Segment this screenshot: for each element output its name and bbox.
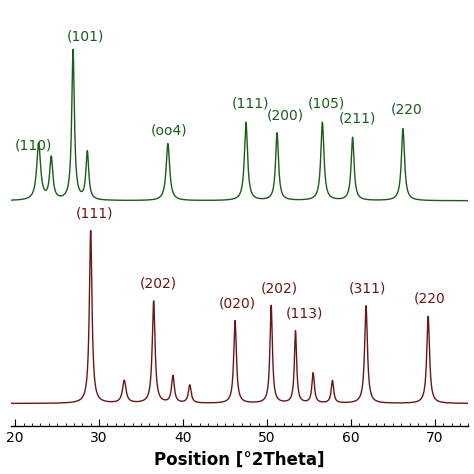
Text: (211): (211) [338, 112, 376, 126]
Text: (110): (110) [15, 139, 53, 153]
Text: (105): (105) [307, 97, 345, 110]
Text: (113): (113) [285, 307, 323, 321]
Text: (111): (111) [232, 97, 269, 110]
Text: (oo4): (oo4) [151, 124, 188, 138]
Text: (111): (111) [75, 206, 113, 220]
Text: (220: (220 [414, 292, 446, 306]
Text: (220: (220 [391, 103, 423, 117]
Text: (200): (200) [267, 109, 304, 123]
Text: (202): (202) [260, 282, 297, 295]
Text: (202): (202) [139, 277, 176, 291]
Text: (311): (311) [349, 282, 387, 295]
Text: (101): (101) [67, 29, 105, 43]
Text: (020): (020) [219, 296, 255, 310]
X-axis label: Position [°2Theta]: Position [°2Theta] [155, 450, 325, 468]
